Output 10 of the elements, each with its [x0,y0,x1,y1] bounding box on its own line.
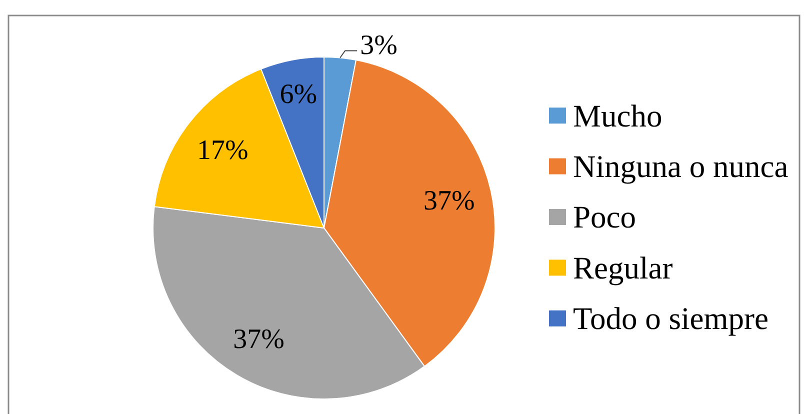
data-label: 37% [233,324,284,355]
legend-label: Mucho [573,98,662,134]
data-label: 3% [360,30,398,61]
legend-label: Regular [573,250,674,286]
legend-label: Poco [573,200,636,235]
data-label: 6% [280,79,318,110]
legend-label: Todo o siempre [573,301,769,336]
legend-label: Ninguna o nunca [573,149,788,184]
data-label: 17% [197,134,248,166]
data-label: 37% [423,186,475,217]
